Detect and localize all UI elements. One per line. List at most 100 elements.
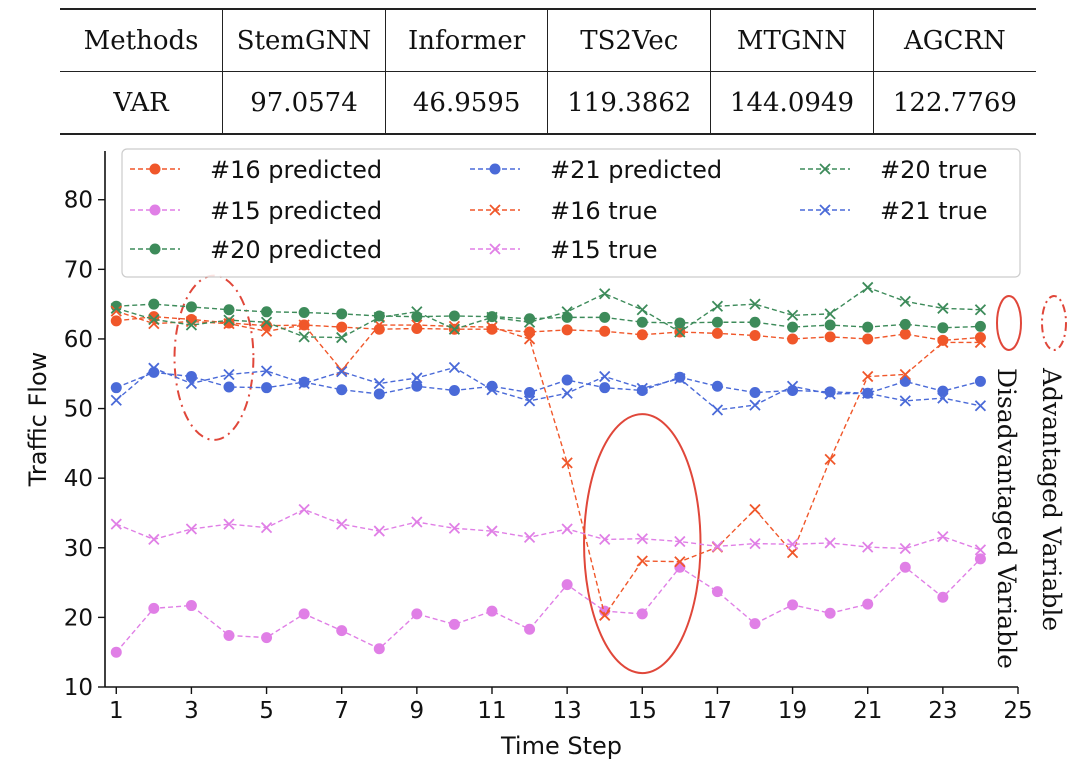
- data-point: [787, 384, 799, 396]
- table-row: VAR 97.0574 46.9595 119.3862 144.0949 12…: [60, 71, 1036, 135]
- data-point: [223, 314, 235, 326]
- data-point: [448, 361, 461, 374]
- table-header-cell: TS2Vec: [547, 8, 711, 72]
- series-var-21-true: [110, 361, 987, 416]
- x-tick-label: 23: [928, 698, 957, 724]
- series-line: [115, 366, 981, 411]
- y-tick-label: 30: [64, 536, 93, 562]
- data-point: [260, 325, 273, 337]
- data-point: [787, 599, 799, 611]
- data-point: [674, 372, 686, 385]
- data-point: [711, 327, 723, 339]
- data-point: [786, 547, 799, 559]
- data-point: [523, 395, 536, 407]
- data-point: [824, 537, 836, 549]
- data-point: [974, 400, 987, 412]
- data-point: [786, 380, 799, 392]
- data-point: [448, 320, 461, 333]
- data-point: [749, 298, 761, 310]
- table-header-cell: StemGNN: [222, 8, 386, 72]
- data-point: [260, 365, 273, 377]
- series-line: [116, 371, 981, 395]
- series-var-16-true: [110, 305, 987, 621]
- data-point: [711, 300, 724, 312]
- data-point: [824, 607, 836, 619]
- data-point: [298, 608, 310, 620]
- data-point: [974, 544, 987, 556]
- data-point: [373, 377, 385, 390]
- legend-item: #15 predicted: [130, 197, 382, 225]
- data-point: [749, 329, 761, 341]
- data-point: [336, 625, 348, 637]
- data-point: [862, 541, 874, 553]
- data-point: [261, 632, 273, 644]
- data-point: [110, 315, 122, 327]
- data-point: [223, 304, 235, 316]
- data-point: [937, 302, 949, 314]
- y-tick-label: 20: [64, 605, 93, 631]
- series-line: [116, 303, 981, 329]
- data-point: [786, 538, 799, 550]
- x-tick-label: 7: [334, 698, 349, 724]
- y-tick-label: 60: [64, 327, 93, 353]
- data-point: [974, 375, 986, 387]
- data-point: [110, 646, 122, 658]
- data-point: [486, 323, 498, 335]
- data-point: [298, 331, 310, 343]
- x-tick-label: 5: [259, 698, 274, 724]
- data-point: [148, 298, 160, 310]
- x-tick-label: 15: [628, 698, 657, 724]
- legend-marker: [489, 204, 501, 216]
- x-tick-label: 3: [184, 698, 199, 724]
- annotation-shapes: [173, 274, 702, 675]
- data-point: [787, 321, 799, 333]
- data-point: [937, 385, 949, 397]
- data-point: [824, 319, 836, 331]
- data-point: [524, 387, 536, 399]
- series-var-15-true: [110, 503, 987, 556]
- advantaged-ellipse: [173, 274, 255, 441]
- data-point: [336, 364, 348, 376]
- data-point: [937, 591, 949, 603]
- data-point: [448, 323, 461, 335]
- data-point: [411, 306, 423, 318]
- data-point: [862, 281, 874, 294]
- table-cell: 122.7769: [872, 71, 1036, 135]
- data-point: [862, 387, 874, 399]
- data-point: [561, 306, 573, 318]
- data-point: [937, 322, 949, 334]
- series-line: [116, 315, 981, 342]
- legend-marker: [149, 243, 161, 255]
- data-point: [674, 317, 686, 329]
- table-cell: 119.3862: [547, 71, 711, 135]
- legend-label: #20 predicted: [210, 236, 382, 264]
- data-point: [711, 380, 723, 392]
- table-header-cell: Methods: [60, 8, 223, 72]
- series-line: [116, 508, 981, 551]
- series-var-15-predicted: [110, 553, 986, 658]
- x-tick-label: 1: [109, 698, 124, 724]
- data-point: [523, 333, 536, 345]
- legend-item: #20 true: [800, 156, 988, 184]
- data-point: [974, 320, 986, 332]
- data-point: [561, 387, 573, 399]
- data-point: [486, 380, 498, 392]
- data-point: [636, 382, 648, 395]
- legend-label: #21 predicted: [550, 156, 722, 184]
- data-point: [862, 333, 874, 345]
- data-point: [862, 321, 874, 333]
- data-point: [411, 323, 423, 335]
- legend-box: [121, 148, 1021, 278]
- y-tick-label: 70: [64, 257, 93, 283]
- data-point: [824, 386, 836, 398]
- data-point: [185, 377, 198, 390]
- data-point: [561, 374, 573, 386]
- data-point: [674, 556, 686, 568]
- annotation-legend: Advantaged Variable Disadvantaged Variabl…: [992, 295, 1067, 669]
- data-point: [636, 555, 648, 567]
- data-point: [749, 503, 761, 516]
- data-point: [599, 370, 611, 383]
- legend-item: #21 true: [800, 197, 988, 225]
- data-point: [561, 324, 573, 336]
- data-point: [336, 321, 348, 333]
